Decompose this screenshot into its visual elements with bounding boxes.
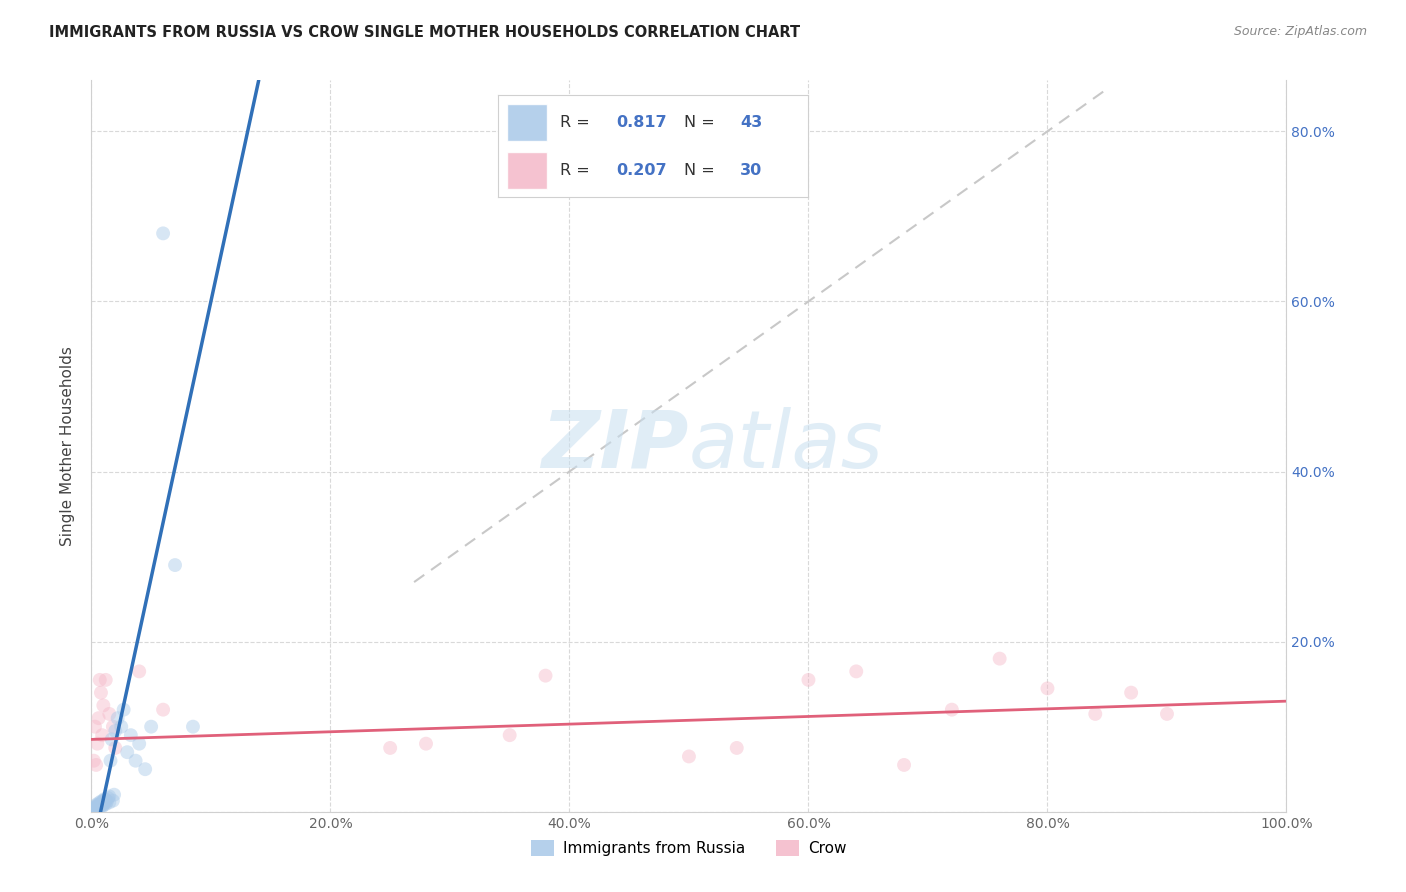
Point	[152, 703, 174, 717]
Point	[84, 800, 107, 814]
Point	[93, 796, 115, 810]
Y-axis label: Single Mother Households: Single Mother Households	[60, 346, 76, 546]
Point	[378, 740, 402, 755]
Point	[89, 673, 111, 687]
Point	[845, 665, 868, 679]
Point	[84, 758, 107, 772]
Point	[163, 558, 186, 572]
Point	[103, 788, 125, 802]
Point	[134, 762, 156, 776]
Point	[110, 720, 132, 734]
Point	[83, 801, 105, 815]
Text: atlas: atlas	[689, 407, 884, 485]
Point	[534, 668, 557, 682]
Point	[86, 801, 108, 815]
Text: IMMIGRANTS FROM RUSSIA VS CROW SINGLE MOTHER HOUSEHOLDS CORRELATION CHART: IMMIGRANTS FROM RUSSIA VS CROW SINGLE MO…	[49, 25, 800, 40]
Text: Source: ZipAtlas.com: Source: ZipAtlas.com	[1233, 25, 1367, 38]
Text: ZIP: ZIP	[541, 407, 689, 485]
Point	[86, 737, 108, 751]
Point	[90, 798, 112, 813]
Point	[124, 754, 146, 768]
Point	[128, 737, 150, 751]
Point	[93, 698, 114, 713]
Point	[725, 740, 748, 755]
Point	[152, 227, 174, 241]
Point	[112, 703, 135, 717]
Point	[678, 749, 700, 764]
Point	[893, 758, 915, 772]
Point	[120, 728, 142, 742]
Point	[988, 651, 1011, 665]
Point	[94, 673, 117, 687]
Point	[141, 720, 162, 734]
Point	[93, 794, 114, 808]
Point	[415, 737, 437, 751]
Point	[84, 720, 107, 734]
Point	[115, 745, 138, 759]
Point	[104, 723, 127, 738]
Point	[96, 795, 118, 809]
Point	[1084, 706, 1107, 721]
Point	[91, 796, 114, 810]
Point	[87, 711, 110, 725]
Point	[84, 799, 107, 814]
Point	[941, 703, 963, 717]
Point	[101, 794, 124, 808]
Point	[98, 789, 121, 804]
Point	[100, 732, 122, 747]
Point	[107, 711, 129, 725]
Point	[89, 797, 111, 811]
Point	[94, 793, 117, 807]
Point	[797, 673, 820, 687]
Point	[82, 803, 104, 817]
Point	[91, 728, 114, 742]
Point	[98, 706, 121, 721]
Point	[84, 797, 107, 812]
Point	[498, 728, 520, 742]
Point	[90, 686, 112, 700]
Point	[91, 799, 114, 814]
Point	[97, 791, 120, 805]
Point	[100, 754, 122, 768]
Point	[87, 799, 110, 814]
Point	[104, 740, 127, 755]
Point	[93, 797, 114, 812]
Point	[1119, 686, 1142, 700]
Point	[128, 665, 150, 679]
Point	[181, 720, 204, 734]
Point	[98, 796, 121, 810]
Point	[89, 800, 111, 814]
Legend: Immigrants from Russia, Crow: Immigrants from Russia, Crow	[524, 834, 853, 863]
Point	[1036, 681, 1059, 696]
Point	[84, 802, 107, 816]
Point	[93, 792, 115, 806]
Point	[90, 795, 112, 809]
Point	[101, 720, 124, 734]
Point	[87, 796, 110, 810]
Point	[86, 798, 108, 813]
Point	[83, 754, 105, 768]
Point	[1156, 706, 1178, 721]
Point	[94, 797, 117, 811]
